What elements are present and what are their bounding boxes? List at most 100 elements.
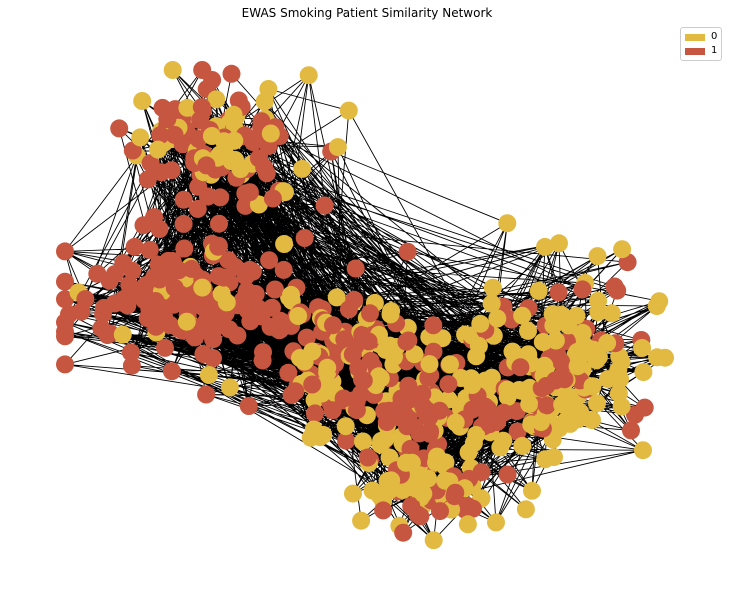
node-class-1 — [141, 154, 160, 173]
node-class-0 — [488, 309, 507, 328]
node-class-0 — [589, 291, 608, 310]
node-class-0 — [352, 511, 371, 530]
node-class-0 — [224, 105, 243, 124]
node-class-0 — [523, 481, 541, 500]
node-class-1 — [249, 149, 268, 168]
node-class-1 — [306, 404, 324, 423]
node-class-1 — [295, 229, 314, 247]
node-class-0 — [531, 413, 550, 432]
node-class-0 — [498, 214, 517, 233]
node-class-1 — [88, 264, 107, 283]
node-class-0 — [231, 160, 250, 179]
legend-label-0: 0 — [711, 31, 718, 42]
node-class-1 — [608, 281, 627, 300]
node-class-0 — [512, 381, 531, 400]
node-class-1 — [140, 240, 159, 259]
node-class-0 — [382, 471, 401, 490]
node-class-1 — [266, 280, 284, 299]
node-layer — [56, 61, 674, 550]
node-class-1 — [446, 483, 465, 502]
node-class-0 — [217, 293, 236, 312]
node-class-1 — [271, 311, 290, 330]
node-class-0 — [441, 355, 459, 374]
node-class-1 — [122, 343, 140, 362]
node-class-0 — [420, 355, 439, 374]
node-class-1 — [151, 126, 170, 145]
node-class-1 — [165, 125, 184, 144]
node-class-1 — [498, 465, 517, 484]
node-class-1 — [56, 242, 74, 261]
node-class-1 — [174, 190, 193, 209]
node-class-1 — [282, 386, 301, 404]
node-class-0 — [336, 417, 355, 436]
node-class-1 — [197, 385, 216, 404]
node-class-1 — [480, 415, 499, 434]
node-class-1 — [374, 501, 393, 520]
node-class-0 — [533, 333, 552, 351]
node-class-0 — [433, 329, 452, 348]
node-class-1 — [346, 259, 365, 278]
node-class-1 — [56, 272, 74, 291]
node-class-1 — [254, 343, 272, 362]
node-class-0 — [249, 195, 268, 214]
node-class-0 — [261, 124, 280, 143]
node-class-1 — [150, 270, 169, 289]
node-class-1 — [147, 297, 166, 316]
node-class-0 — [133, 92, 152, 110]
node-class-1 — [476, 400, 495, 418]
node-class-1 — [456, 501, 475, 519]
node-class-1 — [236, 184, 255, 203]
node-class-0 — [178, 98, 197, 117]
node-class-1 — [219, 251, 238, 270]
node-class-0 — [516, 500, 535, 519]
node-class-0 — [550, 234, 568, 253]
node-class-1 — [188, 199, 207, 218]
node-class-0 — [599, 370, 617, 389]
node-class-1 — [134, 216, 153, 235]
node-class-0 — [199, 366, 218, 384]
node-class-1 — [431, 502, 449, 521]
node-class-0 — [381, 305, 400, 324]
node-class-0 — [131, 128, 150, 147]
node-class-0 — [513, 306, 532, 325]
node-class-1 — [158, 110, 177, 129]
node-class-1 — [408, 505, 427, 524]
node-class-0 — [354, 432, 372, 451]
node-class-0 — [424, 531, 443, 550]
node-class-0 — [571, 403, 590, 422]
node-class-0 — [498, 380, 517, 399]
legend-swatch-1 — [685, 47, 705, 55]
node-class-0 — [327, 288, 346, 307]
node-class-1 — [94, 298, 113, 317]
node-class-1 — [297, 328, 316, 347]
node-class-1 — [424, 316, 443, 335]
node-class-1 — [401, 439, 420, 458]
node-class-1 — [228, 326, 247, 345]
legend-swatch-0 — [685, 33, 705, 41]
node-class-0 — [573, 323, 592, 342]
figure-title: EWAS Smoking Patient Similarity Network — [241, 6, 493, 20]
node-class-1 — [323, 401, 342, 420]
node-class-0 — [483, 278, 502, 297]
node-class-0 — [427, 453, 446, 472]
node-class-0 — [193, 278, 212, 297]
node-class-1 — [92, 319, 111, 338]
node-class-0 — [469, 336, 488, 355]
node-class-1 — [120, 275, 139, 294]
node-class-0 — [225, 131, 244, 150]
node-class-0 — [463, 376, 482, 394]
node-class-1 — [537, 377, 556, 395]
node-class-0 — [177, 312, 196, 331]
node-class-1 — [398, 242, 417, 261]
node-class-1 — [162, 362, 181, 381]
node-class-0 — [529, 281, 548, 300]
legend: 0 1 — [680, 27, 722, 61]
node-class-0 — [536, 450, 555, 469]
node-class-0 — [650, 292, 669, 311]
node-class-0 — [293, 159, 312, 178]
node-class-1 — [303, 375, 322, 394]
node-class-0 — [282, 285, 300, 304]
node-class-1 — [138, 170, 157, 189]
node-class-1 — [110, 119, 129, 138]
node-class-1 — [161, 316, 180, 335]
